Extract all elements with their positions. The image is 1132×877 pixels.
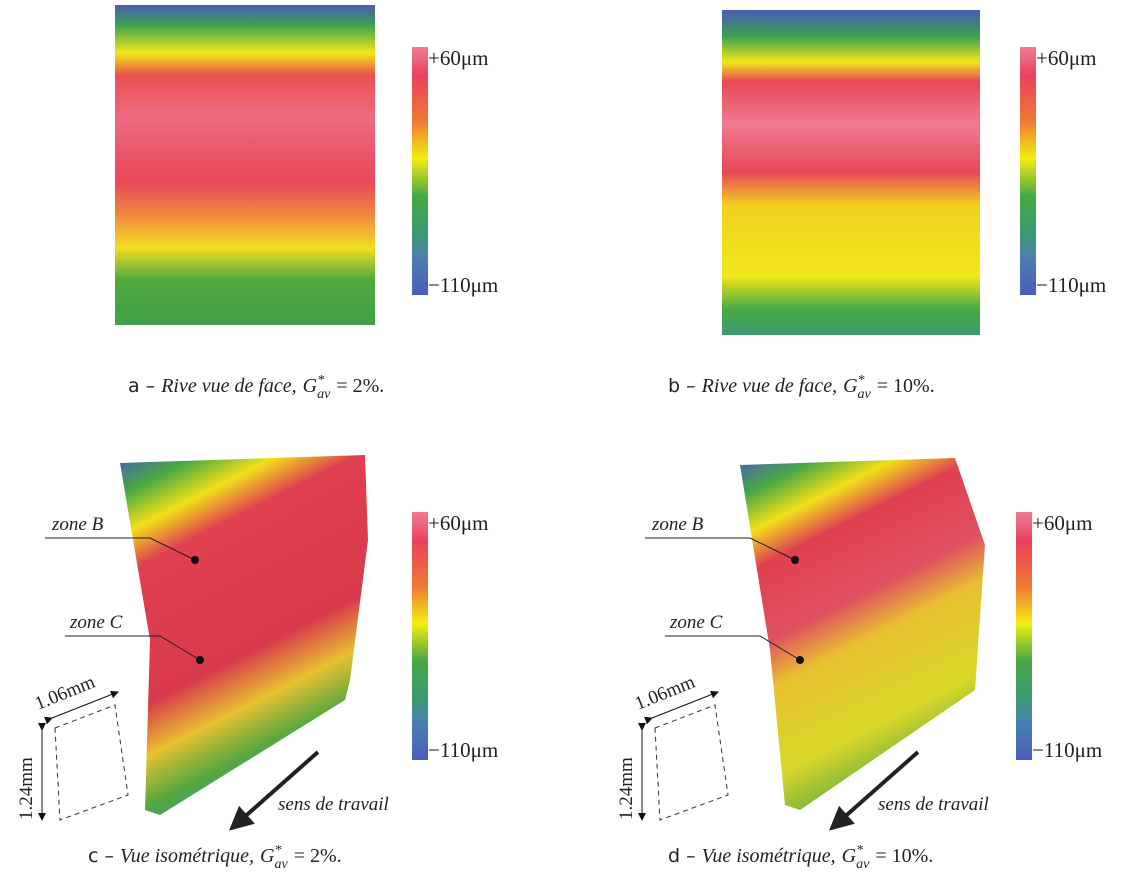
dimension-label: 1.24mm	[616, 757, 637, 820]
direction-arrow	[229, 750, 320, 831]
dimension-label: 1.24mm	[16, 757, 37, 820]
caption-subscript: av	[858, 387, 872, 402]
colorbar-max-label: +60μm	[1032, 511, 1092, 535]
panel-letter: a –	[128, 375, 155, 397]
caption-variable: G	[260, 845, 275, 867]
colorbar-max-label: +60μm	[428, 46, 488, 70]
caption-subscript: av	[275, 857, 289, 872]
height-map	[722, 10, 980, 335]
colorbar-max-label: +60μm	[428, 511, 488, 535]
zone-label: zone C	[69, 612, 123, 633]
panel-letter: d –	[668, 845, 696, 867]
zone-label: zone C	[669, 612, 723, 633]
caption-superscript: *	[858, 373, 865, 388]
isometric-map	[120, 455, 368, 815]
colorbar	[1016, 512, 1032, 760]
caption-superscript: *	[317, 373, 324, 388]
colorbar	[1020, 47, 1036, 295]
caption-equals: = 2%.	[294, 845, 342, 867]
scale-box	[654, 704, 729, 821]
colorbar	[412, 47, 428, 295]
leader-line	[645, 537, 796, 561]
colorbar-min-label: −110μm	[1032, 738, 1102, 762]
caption: c – Vue isométrique, G* av = 2%.	[88, 843, 342, 872]
zone-dot	[791, 556, 799, 564]
zone-label: zone B	[51, 514, 104, 535]
leader-line	[665, 635, 801, 661]
zone-label: zone B	[651, 514, 704, 535]
colorbar-min-label: −110μm	[1036, 273, 1106, 297]
caption-variable: G	[843, 375, 858, 397]
zone-dot	[191, 556, 199, 564]
direction-label: sens de travail	[278, 794, 389, 815]
caption-subscript: av	[856, 857, 870, 872]
zone-dot	[796, 656, 804, 664]
dimension-arrow	[44, 690, 119, 725]
direction-arrow	[829, 750, 920, 831]
caption-superscript: *	[275, 843, 282, 858]
dimension-arrow	[644, 690, 719, 725]
caption-variable: G	[303, 375, 318, 397]
colorbar-min-label: −110μm	[428, 738, 498, 762]
scale-box	[54, 704, 129, 821]
colorbar-min-label: −110μm	[428, 273, 498, 297]
dimension-label: 1.06mm	[32, 672, 98, 715]
caption-equals: = 10%.	[877, 375, 935, 397]
caption-variable: G	[842, 845, 857, 867]
isometric-map	[740, 458, 985, 810]
caption-text: Rive vue de face,	[160, 375, 296, 397]
direction-label: sens de travail	[878, 794, 989, 815]
leader-line	[65, 635, 201, 661]
caption: d – Vue isométrique, G* av = 10%.	[668, 843, 933, 872]
zone-dot	[196, 656, 204, 664]
caption: b – Rive vue de face, G* av = 10%.	[668, 373, 935, 402]
caption-text: Vue isométrique,	[120, 845, 254, 867]
dimension-label: 1.06mm	[632, 672, 698, 715]
caption-subscript: av	[317, 387, 331, 402]
colorbar-max-label: +60μm	[1036, 46, 1096, 70]
caption-superscript: *	[856, 843, 863, 858]
caption-equals: = 10%.	[875, 845, 933, 867]
caption-equals: = 2%.	[336, 375, 384, 397]
height-map	[115, 5, 375, 325]
leader-line	[45, 537, 196, 561]
caption: a – Rive vue de face, G* av = 2%.	[128, 373, 384, 402]
caption-text: Vue isométrique,	[702, 845, 836, 867]
panel-letter: b –	[668, 375, 696, 397]
caption-text: Rive vue de face,	[701, 375, 837, 397]
colorbar	[412, 512, 428, 760]
panel-letter: c –	[88, 845, 114, 867]
